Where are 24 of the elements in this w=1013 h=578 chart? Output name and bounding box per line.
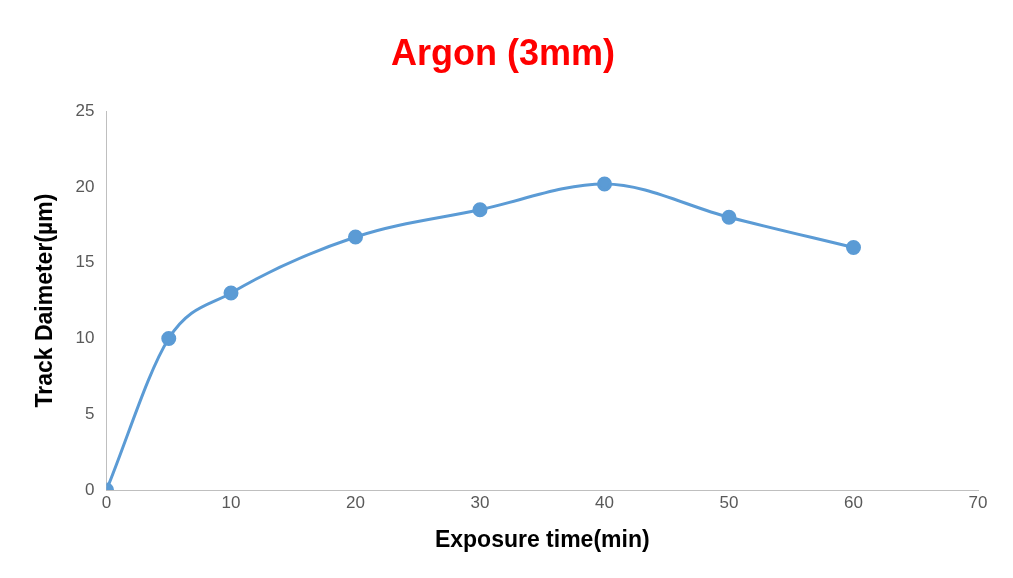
- x-tick-label: 30: [470, 492, 490, 512]
- point: [721, 209, 737, 225]
- y-axis-title: Track Daimeter(µm): [31, 193, 58, 408]
- point: [348, 229, 364, 245]
- y-tick-label: 5: [85, 403, 95, 423]
- x-tick-label: 70: [968, 492, 988, 512]
- y-tick-label: 20: [75, 176, 95, 196]
- x-axis-title: Exposure time(min): [434, 525, 650, 552]
- x-tick-label: 10: [221, 492, 241, 512]
- x-tick-label: 40: [595, 492, 614, 512]
- x-tick-label: 20: [346, 492, 365, 512]
- x-tick-label: 50: [719, 492, 739, 512]
- chart-title: Argon (3mm): [391, 31, 615, 73]
- y-tick-label: 10: [75, 328, 95, 348]
- y-tick-label: 15: [75, 252, 95, 272]
- x-tick-label: 60: [844, 492, 863, 512]
- point: [846, 240, 861, 256]
- y-tick-label: 0: [85, 479, 95, 499]
- point: [597, 176, 612, 192]
- point: [472, 202, 488, 218]
- y-tick-label: 25: [75, 100, 95, 120]
- point: [223, 285, 239, 301]
- point: [161, 330, 177, 346]
- x-tick-label: 0: [101, 492, 112, 512]
